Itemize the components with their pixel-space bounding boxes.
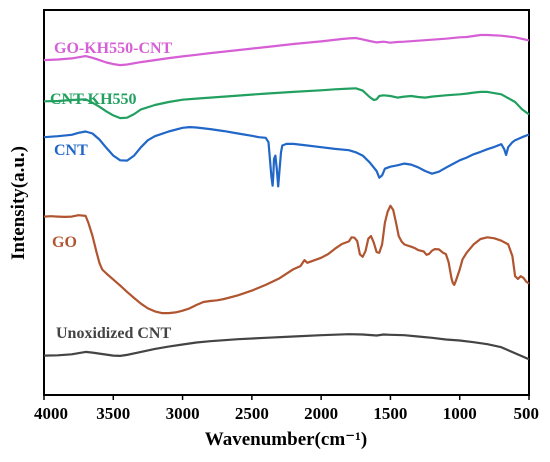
x-tick-label: 1500 bbox=[373, 404, 407, 423]
series-label-go-kh550-cnt: GO-KH550-CNT bbox=[54, 40, 173, 57]
x-tick-label: 500 bbox=[514, 404, 540, 423]
series-label-cnt-kh550: CNT-KH550 bbox=[50, 91, 137, 108]
series-label-cnt: CNT bbox=[54, 142, 88, 159]
series-line-go-kh550-cnt bbox=[43, 33, 530, 67]
series-line-go bbox=[43, 204, 530, 315]
x-tick-label: 3500 bbox=[96, 404, 130, 423]
plot-frame bbox=[43, 9, 530, 396]
series-line-cnt-kh550 bbox=[43, 87, 530, 120]
x-tick-label: 3000 bbox=[166, 404, 200, 423]
series-label-go: GO bbox=[52, 234, 77, 251]
y-axis-title: Intensity(a.u.) bbox=[8, 146, 29, 260]
series-line-unoxidized-cnt bbox=[43, 333, 530, 361]
x-tick-label: 2000 bbox=[304, 404, 338, 423]
x-axis-title: Wavenumber(cm⁻¹) bbox=[205, 429, 367, 450]
series-layer bbox=[43, 33, 530, 361]
x-tick-label: 1000 bbox=[443, 404, 477, 423]
series-label-unoxidized-cnt: Unoxidized CNT bbox=[56, 325, 171, 342]
x-tick-label: 4000 bbox=[34, 404, 68, 423]
x-axis-ticks: 4000 3500 3000 2500 2000 1500 1000 500 bbox=[34, 395, 539, 423]
x-tick-label: 2500 bbox=[235, 404, 269, 423]
series-line-cnt bbox=[43, 126, 530, 188]
